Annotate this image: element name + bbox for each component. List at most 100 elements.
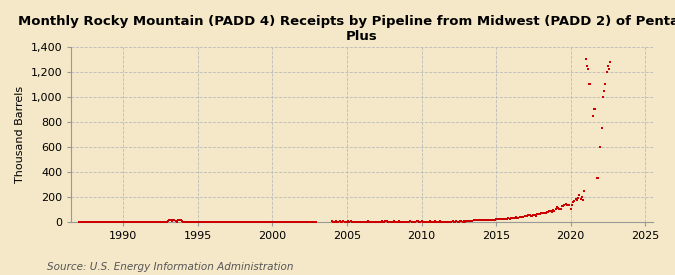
Point xyxy=(507,216,518,221)
Point xyxy=(265,219,275,224)
Point xyxy=(421,219,432,224)
Point xyxy=(279,219,290,224)
Point xyxy=(406,219,417,224)
Point xyxy=(105,219,116,224)
Point xyxy=(539,210,550,215)
Point xyxy=(276,219,287,224)
Point xyxy=(443,219,454,224)
Point xyxy=(287,219,298,224)
Point xyxy=(538,211,549,215)
Point xyxy=(387,219,398,224)
Point xyxy=(175,218,186,222)
Point xyxy=(90,219,101,224)
Point xyxy=(560,202,571,206)
Point xyxy=(206,219,217,224)
Point xyxy=(204,219,215,224)
Point xyxy=(379,219,389,224)
Point xyxy=(603,64,614,68)
Point xyxy=(358,219,369,224)
Point xyxy=(226,219,237,224)
Point xyxy=(186,219,197,224)
Point xyxy=(307,219,318,224)
Point xyxy=(248,219,259,224)
Point xyxy=(288,219,299,224)
Point xyxy=(385,219,396,224)
Point xyxy=(517,215,528,219)
Point xyxy=(112,219,123,224)
Point xyxy=(129,219,140,224)
Point xyxy=(198,219,209,224)
Point xyxy=(185,219,196,224)
Point xyxy=(213,219,223,224)
Point xyxy=(269,219,280,224)
Point xyxy=(337,219,348,224)
Point xyxy=(463,219,474,223)
Point xyxy=(486,218,497,222)
Point xyxy=(278,219,289,224)
Point xyxy=(76,219,86,224)
Point xyxy=(375,219,386,224)
Point xyxy=(472,218,483,223)
Point xyxy=(562,203,572,207)
Point xyxy=(262,219,273,224)
Point xyxy=(328,219,339,224)
Point xyxy=(118,219,129,224)
Point xyxy=(550,207,561,211)
Point xyxy=(115,219,126,224)
Point xyxy=(216,219,227,224)
Point xyxy=(405,219,416,224)
Point xyxy=(603,67,614,72)
Point xyxy=(331,219,342,224)
Point xyxy=(487,218,497,222)
Point xyxy=(370,219,381,224)
Point xyxy=(237,219,248,224)
Point xyxy=(143,219,154,224)
Point xyxy=(482,218,493,222)
Point xyxy=(80,219,90,224)
Point xyxy=(153,219,163,224)
Point xyxy=(393,219,404,224)
Point xyxy=(475,218,485,222)
Point xyxy=(470,218,481,223)
Point xyxy=(455,219,466,224)
Point xyxy=(504,216,515,221)
Point xyxy=(427,219,438,224)
Point xyxy=(526,214,537,218)
Point xyxy=(145,219,156,224)
Point xyxy=(235,219,246,224)
Point xyxy=(414,219,425,224)
Point xyxy=(256,219,267,224)
Point xyxy=(334,219,345,224)
Point xyxy=(167,219,178,223)
Point xyxy=(231,219,242,224)
Point xyxy=(296,219,306,224)
Point xyxy=(381,219,392,224)
Point xyxy=(544,209,555,213)
Point xyxy=(165,218,176,222)
Point xyxy=(514,215,525,220)
Point xyxy=(599,89,610,93)
Point xyxy=(232,219,243,224)
Point xyxy=(377,219,387,224)
Point xyxy=(95,219,105,224)
Point xyxy=(277,219,288,224)
Point xyxy=(532,212,543,216)
Point xyxy=(99,219,110,224)
Point xyxy=(537,211,547,215)
Point xyxy=(263,219,274,224)
Point xyxy=(159,219,170,224)
Point xyxy=(225,219,236,224)
Point xyxy=(252,219,263,224)
Point xyxy=(554,207,565,211)
Point xyxy=(126,219,136,224)
Point xyxy=(169,218,180,222)
Point xyxy=(182,219,192,224)
Point xyxy=(291,219,302,224)
Point xyxy=(575,197,586,202)
Point xyxy=(338,219,349,224)
Point xyxy=(164,218,175,222)
Point xyxy=(284,219,294,224)
Point xyxy=(600,82,611,87)
Point xyxy=(365,219,376,224)
Point xyxy=(163,218,173,223)
